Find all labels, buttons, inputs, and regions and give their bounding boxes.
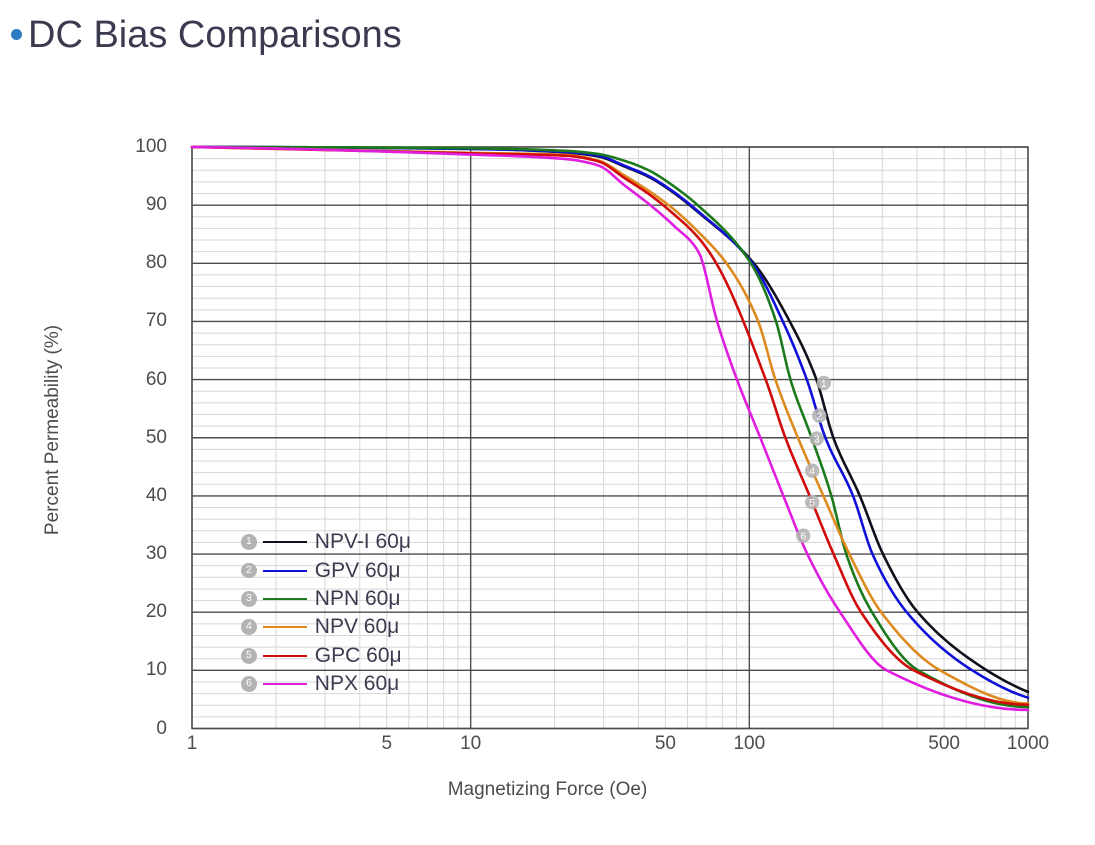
- svg-text:5: 5: [809, 497, 815, 509]
- svg-text:2: 2: [816, 410, 822, 422]
- svg-text:3: 3: [814, 433, 820, 445]
- svg-text:4: 4: [809, 466, 815, 478]
- svg-text:6: 6: [800, 531, 806, 543]
- svg-text:1: 1: [821, 378, 827, 390]
